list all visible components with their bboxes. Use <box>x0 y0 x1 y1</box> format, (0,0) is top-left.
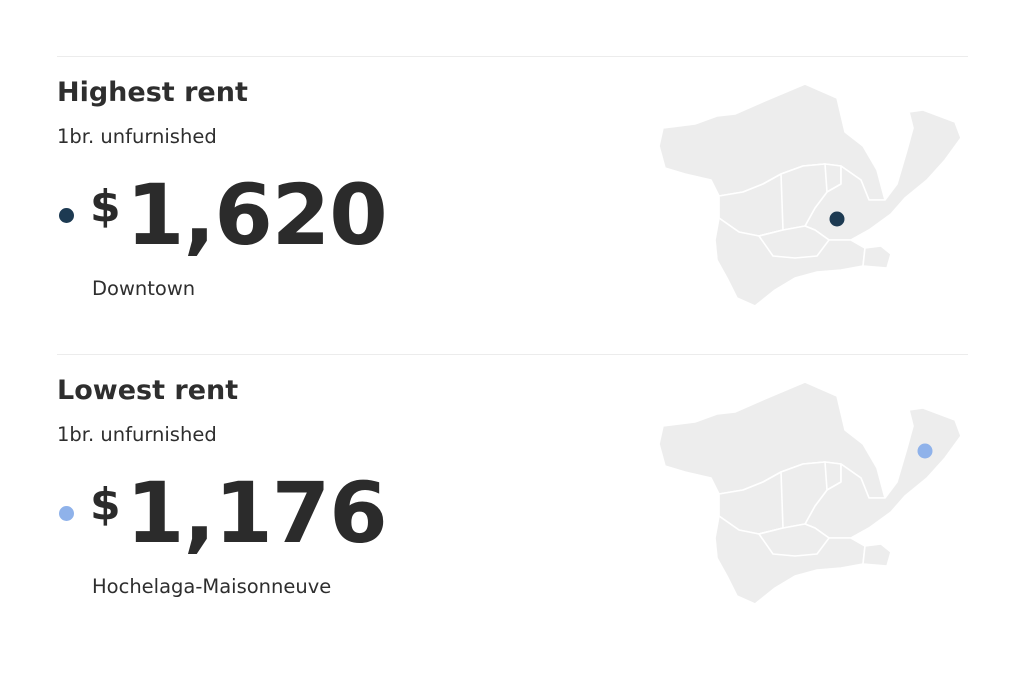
currency-symbol: $ <box>90 181 121 232</box>
lowest-rent-section: Lowest rent 1br. unfurnished $ 1,176 Hoc… <box>0 298 1024 605</box>
neighbourhood-map-icon <box>658 83 962 307</box>
rent-amount: 1,620 <box>126 166 388 264</box>
section-title: Highest rent <box>57 77 248 108</box>
unit-type-label: 1br. unfurnished <box>57 423 217 446</box>
currency-symbol: $ <box>90 479 121 530</box>
top-divider <box>57 56 968 57</box>
section-divider <box>57 354 968 355</box>
neighbourhood-map-icon <box>658 381 962 605</box>
highest-rent-marker-dot <box>59 208 74 223</box>
section-title: Lowest rent <box>57 375 239 406</box>
highest-rent-map-marker <box>829 211 845 227</box>
neighbourhood-name: Downtown <box>92 277 196 300</box>
lowest-rent-marker-dot <box>59 506 74 521</box>
highest-rent-section: Highest rent 1br. unfurnished $ 1,620 Do… <box>0 0 1024 307</box>
rent-amount: 1,176 <box>126 464 388 562</box>
unit-type-label: 1br. unfurnished <box>57 125 217 148</box>
neighbourhood-name: Hochelaga-Maisonneuve <box>92 575 332 598</box>
lowest-rent-map-marker <box>917 443 933 459</box>
